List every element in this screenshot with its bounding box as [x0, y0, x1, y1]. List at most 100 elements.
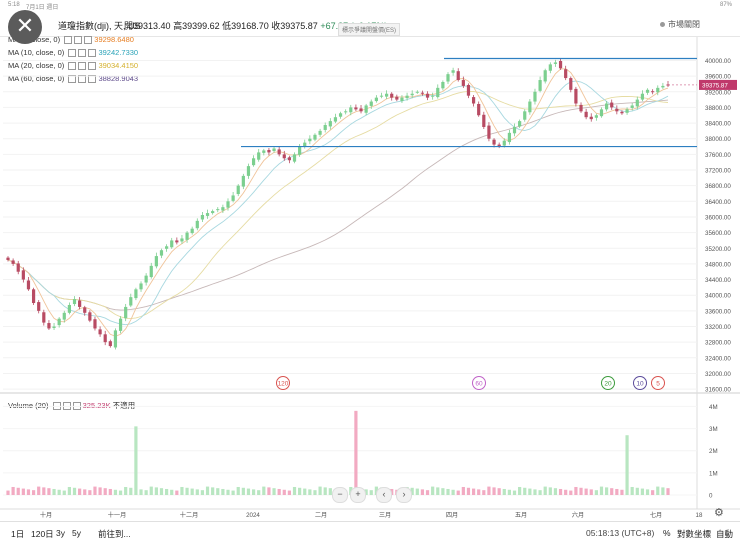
candle-body: [251, 158, 256, 166]
volume-bar: [579, 487, 583, 495]
eye-icon[interactable]: [68, 75, 77, 84]
price-chart[interactable]: 40000.00 39600.00 39200.00 38800.00 38400.00…: [0, 0, 740, 521]
candle-body: [477, 103, 481, 116]
volume-bar: [548, 487, 552, 495]
moving-average-line: [7, 80, 669, 326]
price-tick-label: 34400.00: [705, 277, 731, 284]
candle-body: [211, 211, 215, 214]
volume-bar: [645, 489, 650, 495]
volume-bar: [466, 487, 471, 495]
remove-icon[interactable]: [84, 36, 93, 45]
time-tick-label: 18: [696, 512, 703, 519]
candle-body: [129, 297, 133, 306]
settings-icon[interactable]: [78, 75, 87, 84]
clock-readout: 05:18:13 (UTC+8): [586, 528, 655, 538]
event-marker-label: 10: [636, 381, 644, 388]
candle-body: [267, 149, 271, 153]
log-scale-toggle[interactable]: 對數坐標: [677, 529, 712, 539]
range-120d[interactable]: 120日: [31, 529, 54, 539]
candle-body: [502, 140, 506, 146]
ma-label: MA (20, close, 0): [8, 61, 65, 70]
moving-average-line: [7, 68, 669, 337]
goto-date-button[interactable]: 前往到...: [98, 529, 131, 539]
eye-icon[interactable]: [68, 62, 77, 71]
price-tick-label: 32800.00: [705, 340, 731, 347]
candle-body: [226, 201, 230, 208]
candle-body: [410, 93, 414, 96]
price-tick-label: 32400.00: [705, 355, 731, 362]
battery-level: 87%: [719, 2, 732, 8]
volume-status: 不適用: [112, 401, 136, 410]
volume-bar: [502, 488, 506, 495]
scroll-left-button[interactable]: ‹: [376, 487, 392, 503]
eye-icon[interactable]: [64, 36, 73, 45]
gear-icon[interactable]: ⚙: [714, 507, 724, 519]
price-tick-label: 32000.00: [705, 371, 731, 378]
candle-body: [262, 150, 266, 153]
time-tick-label: 十二月: [180, 511, 199, 519]
candle-body: [344, 111, 348, 113]
candle-body: [134, 289, 138, 299]
symbol-title: 道瓊指數(dji), 天, US: [58, 21, 141, 31]
candle-body: [42, 312, 46, 323]
volume-bar: [564, 489, 568, 495]
candle-body: [124, 306, 128, 319]
candle-body: [589, 116, 593, 120]
volume-bar: [615, 488, 619, 495]
volume-bar: [6, 490, 10, 495]
candle-body: [369, 101, 373, 106]
candle-body: [221, 207, 225, 211]
eye-icon[interactable]: [68, 49, 77, 58]
candle-body: [553, 62, 558, 64]
volume-bar: [605, 487, 609, 495]
volume-tick-label: 4M: [709, 404, 718, 411]
range-5y[interactable]: 5y: [72, 528, 81, 538]
price-tick-label: 33600.00: [705, 308, 731, 315]
settings-icon[interactable]: [78, 62, 87, 71]
zoom-out-button[interactable]: −: [332, 487, 348, 503]
percent-toggle[interactable]: %: [663, 528, 671, 538]
volume-bar: [190, 488, 194, 495]
volume-bar: [165, 488, 169, 495]
price-tick-label: 36800.00: [705, 183, 731, 190]
volume-bar: [292, 486, 297, 495]
time-tick-label: 七月: [650, 511, 662, 519]
remove-icon[interactable]: [88, 75, 97, 84]
volume-bar: [246, 488, 251, 495]
candle-body: [610, 102, 614, 108]
candle-body: [395, 96, 399, 100]
scroll-right-button[interactable]: ›: [396, 487, 412, 503]
volume-bar: [543, 486, 547, 495]
candle-body: [528, 101, 532, 113]
time-tick-label: 十一月: [108, 511, 127, 519]
range-3y[interactable]: 3y: [56, 528, 65, 538]
range-1d[interactable]: 1日: [11, 529, 25, 539]
settings-icon[interactable]: [74, 36, 83, 45]
candle-body: [548, 64, 552, 71]
volume-tick-label: 3M: [709, 426, 718, 433]
candle-body: [62, 312, 66, 320]
volume-bar: [318, 486, 322, 495]
candle-body: [507, 132, 511, 143]
volume-bar: [410, 487, 414, 495]
candle-body: [78, 300, 82, 307]
volume-bar: [226, 489, 230, 495]
zoom-in-button[interactable]: +: [350, 487, 366, 503]
close-icon: ✕: [15, 13, 35, 38]
candle-body: [625, 109, 629, 113]
auto-scale-toggle[interactable]: 自動: [716, 529, 734, 539]
volume-bar: [257, 490, 261, 495]
remove-icon[interactable]: [88, 62, 97, 71]
candle-body: [103, 334, 107, 343]
candle-body: [185, 232, 189, 240]
candle-body: [533, 91, 537, 102]
candle-body: [231, 195, 235, 201]
volume-bar: [16, 487, 20, 495]
close-button[interactable]: ✕: [8, 10, 42, 44]
candle-body: [195, 220, 199, 229]
candle-body: [497, 144, 501, 147]
settings-icon[interactable]: [78, 49, 87, 58]
volume-bar: [456, 490, 460, 495]
remove-icon[interactable]: [88, 49, 97, 58]
candle-body: [170, 240, 174, 248]
